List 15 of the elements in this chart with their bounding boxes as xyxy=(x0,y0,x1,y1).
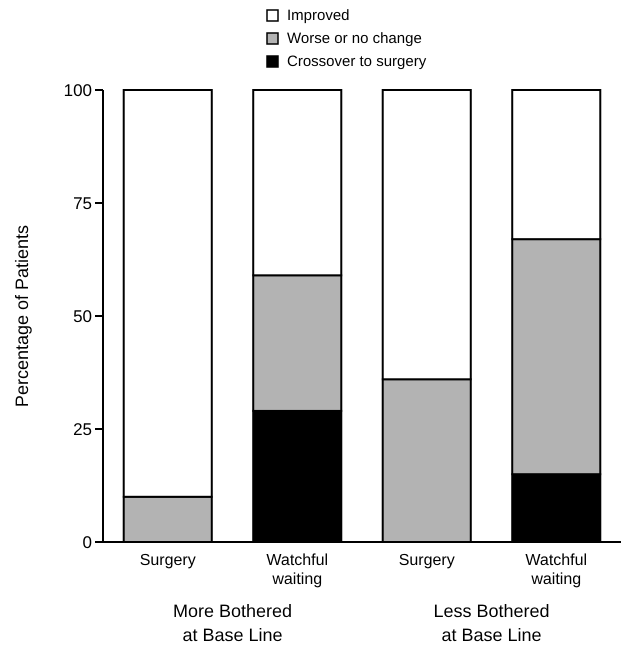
y-axis-title: Percentage of Patients xyxy=(12,224,32,408)
y-tick-label: 75 xyxy=(73,194,92,213)
legend-label: Improved xyxy=(287,7,350,24)
y-tick-label: 25 xyxy=(73,420,92,439)
y-tick-label: 0 xyxy=(82,532,92,552)
text: Less Bothered at Base Line xyxy=(433,601,550,645)
y-tick-label: 50 xyxy=(73,306,92,326)
y-tick-label: 100 xyxy=(64,80,92,100)
x-tick-label: Watchful waiting xyxy=(525,552,588,588)
legend-label: Crossover to surgery xyxy=(287,53,427,70)
text: More Bothered at Base Line xyxy=(172,601,292,645)
x-tick-label: Watchful waiting xyxy=(266,552,328,588)
x-tick-label: Surgery xyxy=(140,552,196,569)
x-tick-label: Surgery xyxy=(398,552,455,569)
legend-label: Worse or no change xyxy=(287,30,422,47)
